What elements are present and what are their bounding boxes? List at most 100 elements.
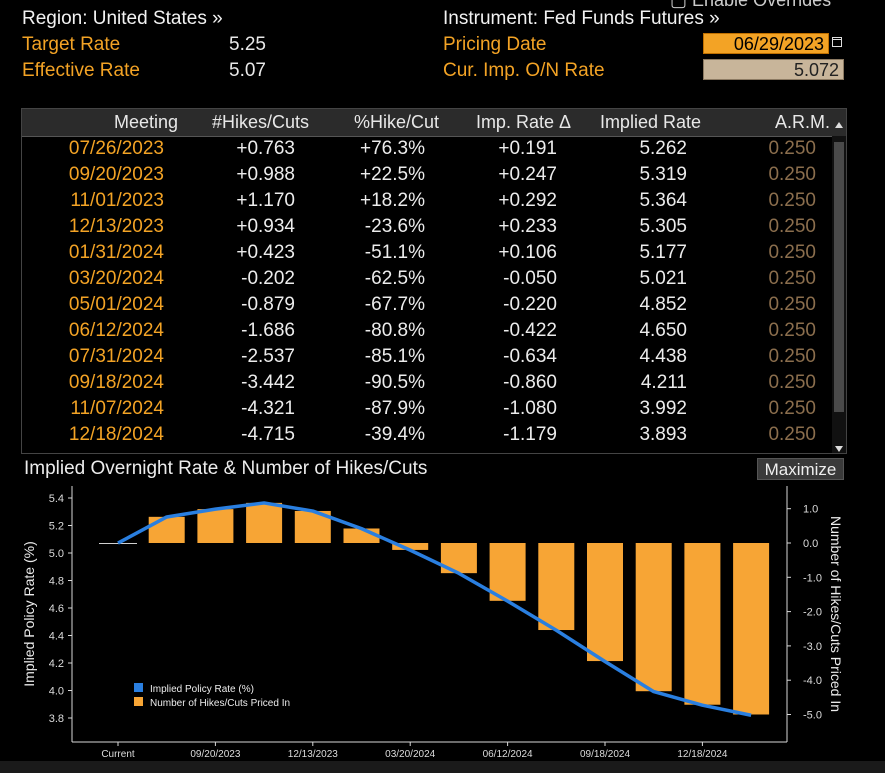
cell-imp-rate-delta: +0.233 — [498, 216, 557, 237]
cell-pct-hike-cut: -51.1% — [364, 242, 425, 263]
cell-arm: 0.250 — [768, 346, 816, 367]
cell-arm: 0.250 — [768, 398, 816, 419]
table-row[interactable]: 06/12/2024 -1.686 -80.8% -0.422 4.650 0.250 — [22, 318, 832, 344]
cell-pct-hike-cut: -90.5% — [364, 372, 425, 393]
cell-implied-rate: 4.852 — [639, 294, 687, 315]
left-tick-label: 4.4 — [49, 631, 64, 643]
table-row[interactable]: 12/18/2024 -4.715 -39.4% -1.179 3.893 0.250 — [22, 422, 832, 448]
cell-hikes-cuts: +0.988 — [236, 164, 295, 185]
cell-meeting: 06/12/2024 — [68, 320, 164, 341]
left-tick-label: 3.8 — [49, 713, 64, 725]
maximize-button[interactable]: Maximize — [757, 458, 844, 480]
cell-arm: 0.250 — [768, 216, 816, 237]
cell-arm: 0.250 — [768, 372, 816, 393]
right-tick-label: -3.0 — [803, 641, 822, 653]
cell-implied-rate: 4.438 — [639, 346, 687, 367]
left-tick-label: 4.2 — [49, 658, 64, 670]
col-header-pct-hike-cut[interactable]: %Hike/Cut — [353, 112, 439, 132]
cell-hikes-cuts: -2.537 — [241, 346, 295, 367]
rate-chart: 3.8 4.0 4.2 4.4 4.6 4.8 5.0 5.2 5.4 1.0 0.0 -1.0 -2.… — [21, 486, 844, 760]
table-row[interactable]: 11/01/2023 +1.170 +18.2% +0.292 5.364 0.250 — [22, 188, 832, 214]
cell-implied-rate: 5.177 — [639, 242, 687, 263]
x-tick-label: 06/12/2024 — [483, 749, 533, 760]
table-row[interactable]: 07/31/2024 -2.537 -85.1% -0.634 4.438 0.250 — [22, 344, 832, 370]
cell-hikes-cuts: -0.879 — [241, 294, 295, 315]
scrollbar-thumb[interactable] — [834, 142, 844, 412]
bar — [246, 502, 283, 543]
cell-meeting: 09/18/2024 — [68, 372, 164, 393]
cell-arm: 0.250 — [768, 268, 816, 289]
cell-arm: 0.250 — [768, 164, 816, 185]
cell-imp-rate-delta: +0.292 — [498, 190, 557, 211]
left-tick-label: 5.2 — [49, 521, 64, 533]
cell-implied-rate: 3.992 — [639, 398, 687, 419]
cell-meeting: 07/31/2024 — [68, 346, 164, 367]
cell-pct-hike-cut: -67.7% — [364, 294, 425, 315]
legend-swatch-bar — [134, 697, 143, 706]
cell-implied-rate: 3.893 — [639, 424, 687, 445]
target-rate-value: 5.25 — [229, 34, 266, 55]
pricing-date-field[interactable]: 06/29/2023 — [703, 33, 829, 54]
bar — [197, 509, 234, 543]
col-header-hikes-cuts[interactable]: #Hikes/Cuts — [211, 112, 309, 132]
enable-overrides-link[interactable]: ▢ Enable Overrides — [670, 0, 831, 11]
col-header-meeting[interactable]: Meeting — [113, 112, 178, 132]
cell-hikes-cuts: -3.442 — [241, 372, 295, 393]
table-row[interactable]: 11/07/2024 -4.321 -87.9% -1.080 3.992 0.250 — [22, 396, 832, 422]
table-row[interactable]: 05/01/2024 -0.879 -67.7% -0.220 4.852 0.250 — [22, 292, 832, 318]
cell-imp-rate-delta: -0.050 — [503, 268, 557, 289]
cell-pct-hike-cut: +18.2% — [360, 190, 425, 211]
table-row[interactable]: 09/18/2024 -3.442 -90.5% -0.860 4.211 0.250 — [22, 370, 832, 396]
cell-hikes-cuts: +0.934 — [236, 216, 295, 237]
cell-meeting: 11/01/2023 — [70, 190, 164, 211]
cell-implied-rate: 5.319 — [639, 164, 687, 185]
effective-rate-label: Effective Rate — [22, 60, 140, 81]
right-tick-label: -1.0 — [803, 572, 822, 584]
left-tick-label: 4.6 — [49, 603, 64, 615]
calendar-icon[interactable] — [832, 37, 842, 47]
effective-rate-value: 5.07 — [229, 60, 266, 81]
cell-implied-rate: 5.021 — [639, 268, 687, 289]
checkbox-icon[interactable]: ▢ — [670, 0, 693, 10]
vertical-scrollbar[interactable] — [832, 136, 846, 453]
bar — [635, 543, 672, 692]
right-tick-label: -2.0 — [803, 607, 822, 619]
col-header-imp-rate-delta[interactable]: Imp. Rate Δ — [475, 112, 571, 132]
x-tick-label: Current — [101, 749, 135, 760]
cell-meeting: 11/07/2024 — [70, 398, 164, 419]
table-row[interactable]: 01/31/2024 +0.423 -51.1% +0.106 5.177 0.250 — [22, 240, 832, 266]
table-row[interactable]: 03/20/2024 -0.202 -62.5% -0.050 5.021 0.250 — [22, 266, 832, 292]
cell-pct-hike-cut: -87.9% — [364, 398, 425, 419]
right-axis-label: Number of Hikes/Cuts Priced In — [828, 516, 844, 712]
scroll-down-icon[interactable] — [835, 446, 843, 452]
cell-pct-hike-cut: +76.3% — [360, 138, 425, 159]
table-row[interactable]: 07/26/2023 +0.763 +76.3% +0.191 5.262 0.250 — [22, 136, 832, 162]
cell-pct-hike-cut: -23.6% — [364, 216, 425, 237]
implied-rate-line — [117, 501, 752, 717]
region-selector[interactable]: Region: United States » — [22, 8, 223, 29]
table-row[interactable]: 09/20/2023 +0.988 +22.5% +0.247 5.319 0.250 — [22, 162, 832, 188]
cell-imp-rate-delta: -0.860 — [503, 372, 557, 393]
col-header-implied-rate[interactable]: Implied Rate — [599, 112, 701, 132]
legend-label-line: Implied Policy Rate (%) — [150, 684, 254, 695]
cell-implied-rate: 5.262 — [639, 138, 687, 159]
left-axis-label: Implied Policy Rate (%) — [21, 541, 37, 687]
right-tick-label: -4.0 — [803, 675, 822, 687]
cell-pct-hike-cut: -85.1% — [364, 346, 425, 367]
cur-imp-rate-field[interactable]: 5.072 — [703, 59, 844, 80]
bar — [489, 543, 526, 601]
target-rate-label: Target Rate — [22, 34, 121, 55]
cell-meeting: 03/20/2024 — [68, 268, 164, 289]
cell-meeting: 12/18/2024 — [68, 424, 164, 445]
instrument-selector[interactable]: Instrument: Fed Funds Futures » — [443, 8, 720, 29]
sort-up-icon[interactable] — [830, 112, 844, 130]
x-tick-label: 09/18/2024 — [580, 749, 630, 760]
cell-implied-rate: 5.305 — [639, 216, 687, 237]
cell-imp-rate-delta: +0.247 — [498, 164, 557, 185]
bar — [684, 543, 721, 705]
cell-implied-rate: 4.650 — [639, 320, 687, 341]
cell-pct-hike-cut: -80.8% — [364, 320, 425, 341]
left-tick-label: 5.0 — [49, 548, 64, 560]
table-row[interactable]: 12/13/2023 +0.934 -23.6% +0.233 5.305 0.250 — [22, 214, 832, 240]
col-header-arm[interactable]: A.R.M. — [774, 112, 830, 132]
